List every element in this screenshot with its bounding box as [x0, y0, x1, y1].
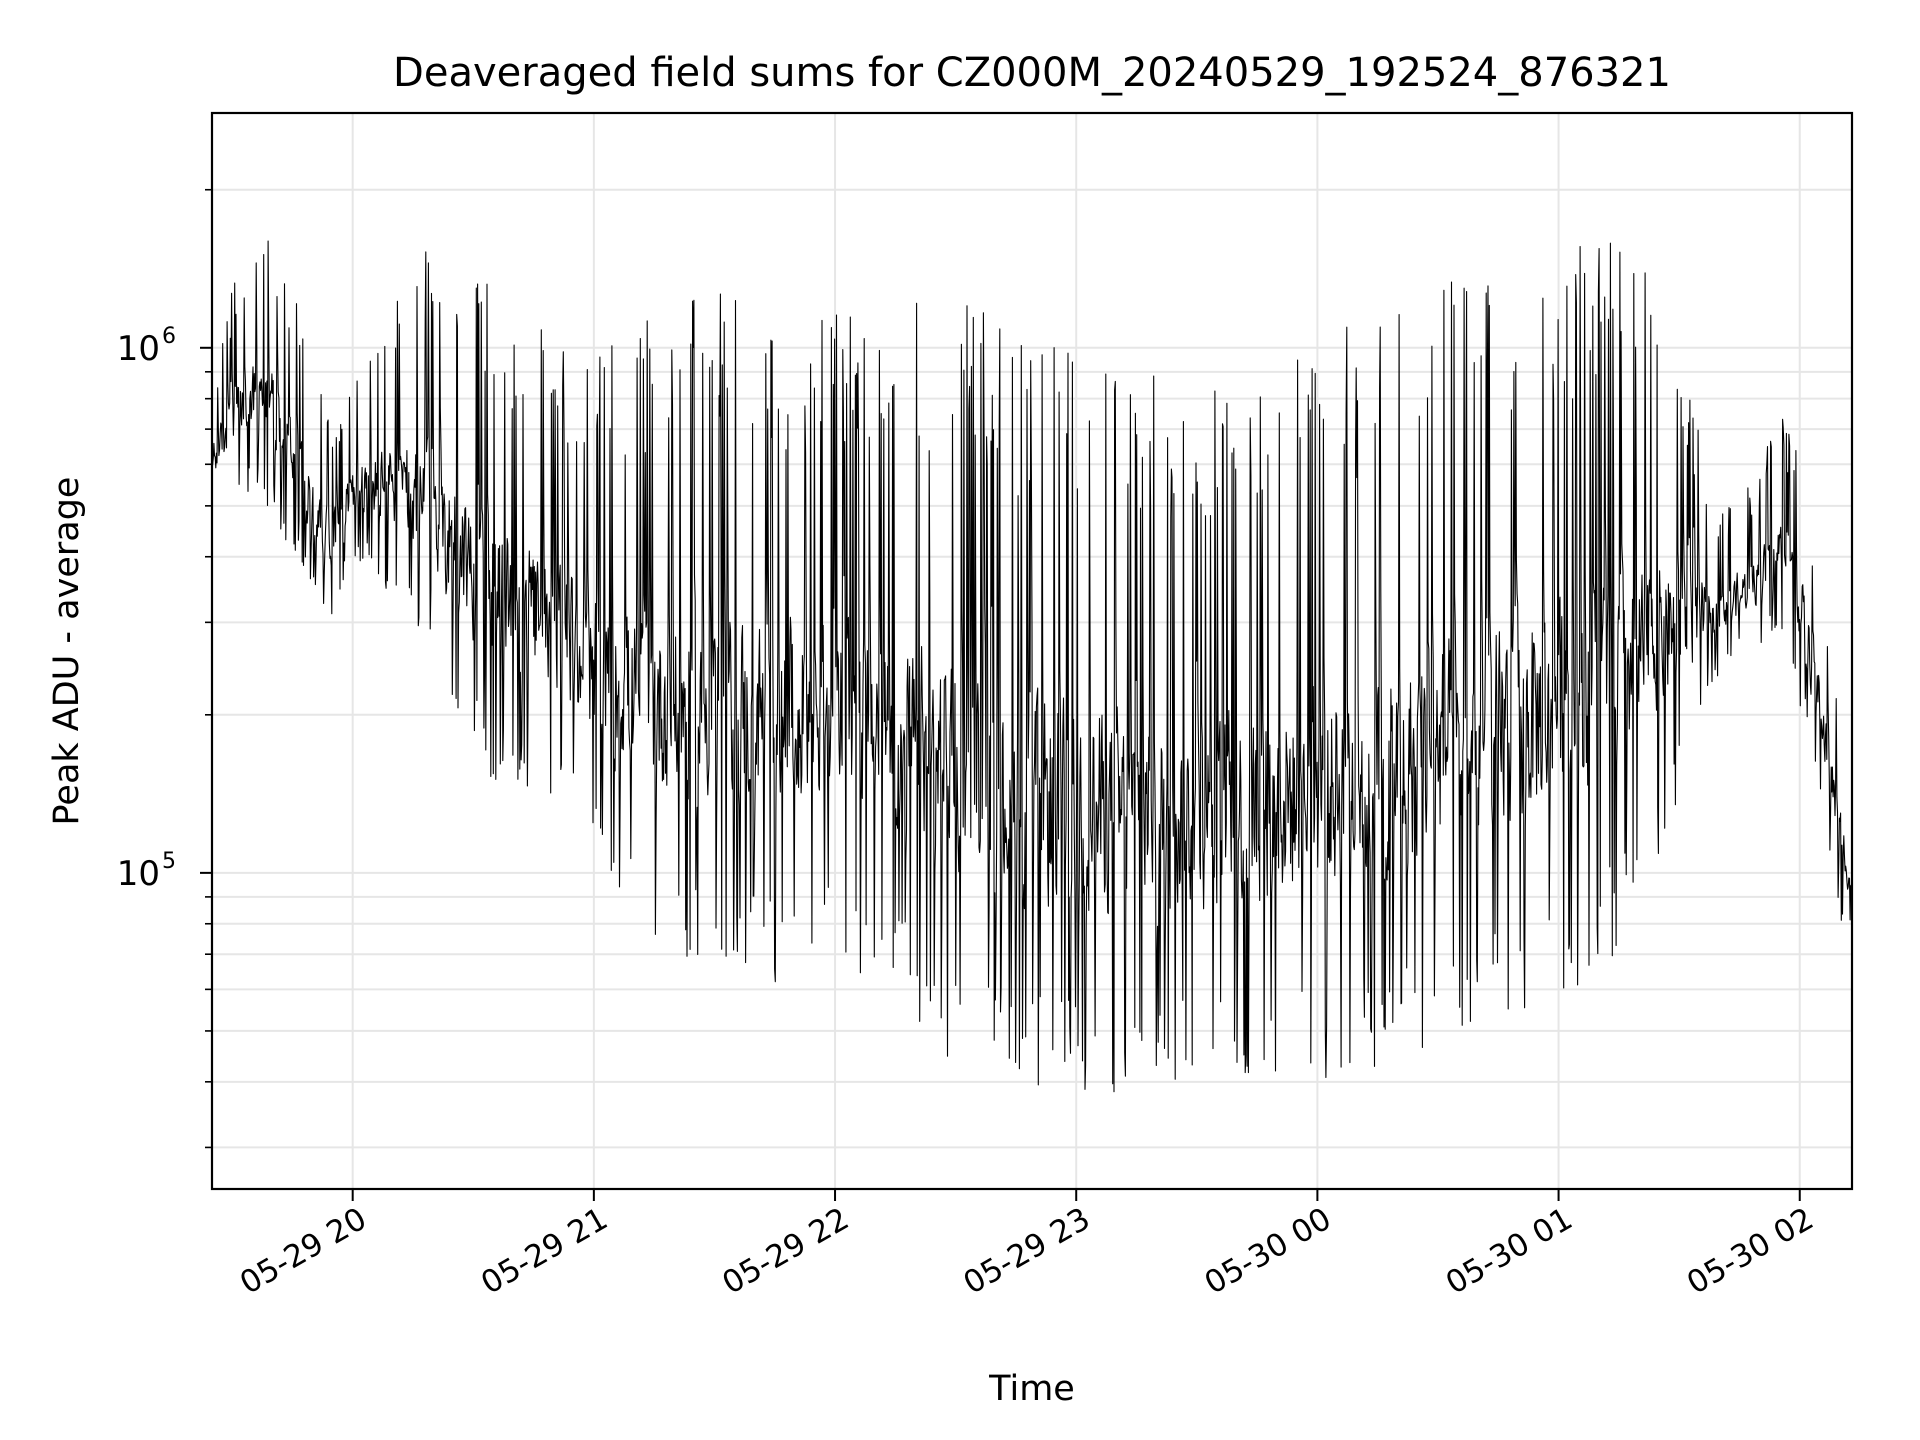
y-tick-exponent: 6 [162, 324, 176, 349]
y-tick-label: 10 [117, 854, 160, 894]
series-line [212, 240, 1852, 1093]
plot-area [212, 240, 1852, 1093]
y-tick-label: 10 [117, 329, 160, 369]
plot-frame [210, 111, 1854, 1191]
y-tick-exponent: 5 [162, 849, 176, 874]
series-group [212, 240, 1852, 1093]
x-axis-label: Time [988, 1369, 1075, 1409]
chart-title: Deaveraged field sums for CZ000M_2024052… [393, 50, 1671, 96]
y-axis-label: Peak ADU - average [47, 477, 87, 826]
